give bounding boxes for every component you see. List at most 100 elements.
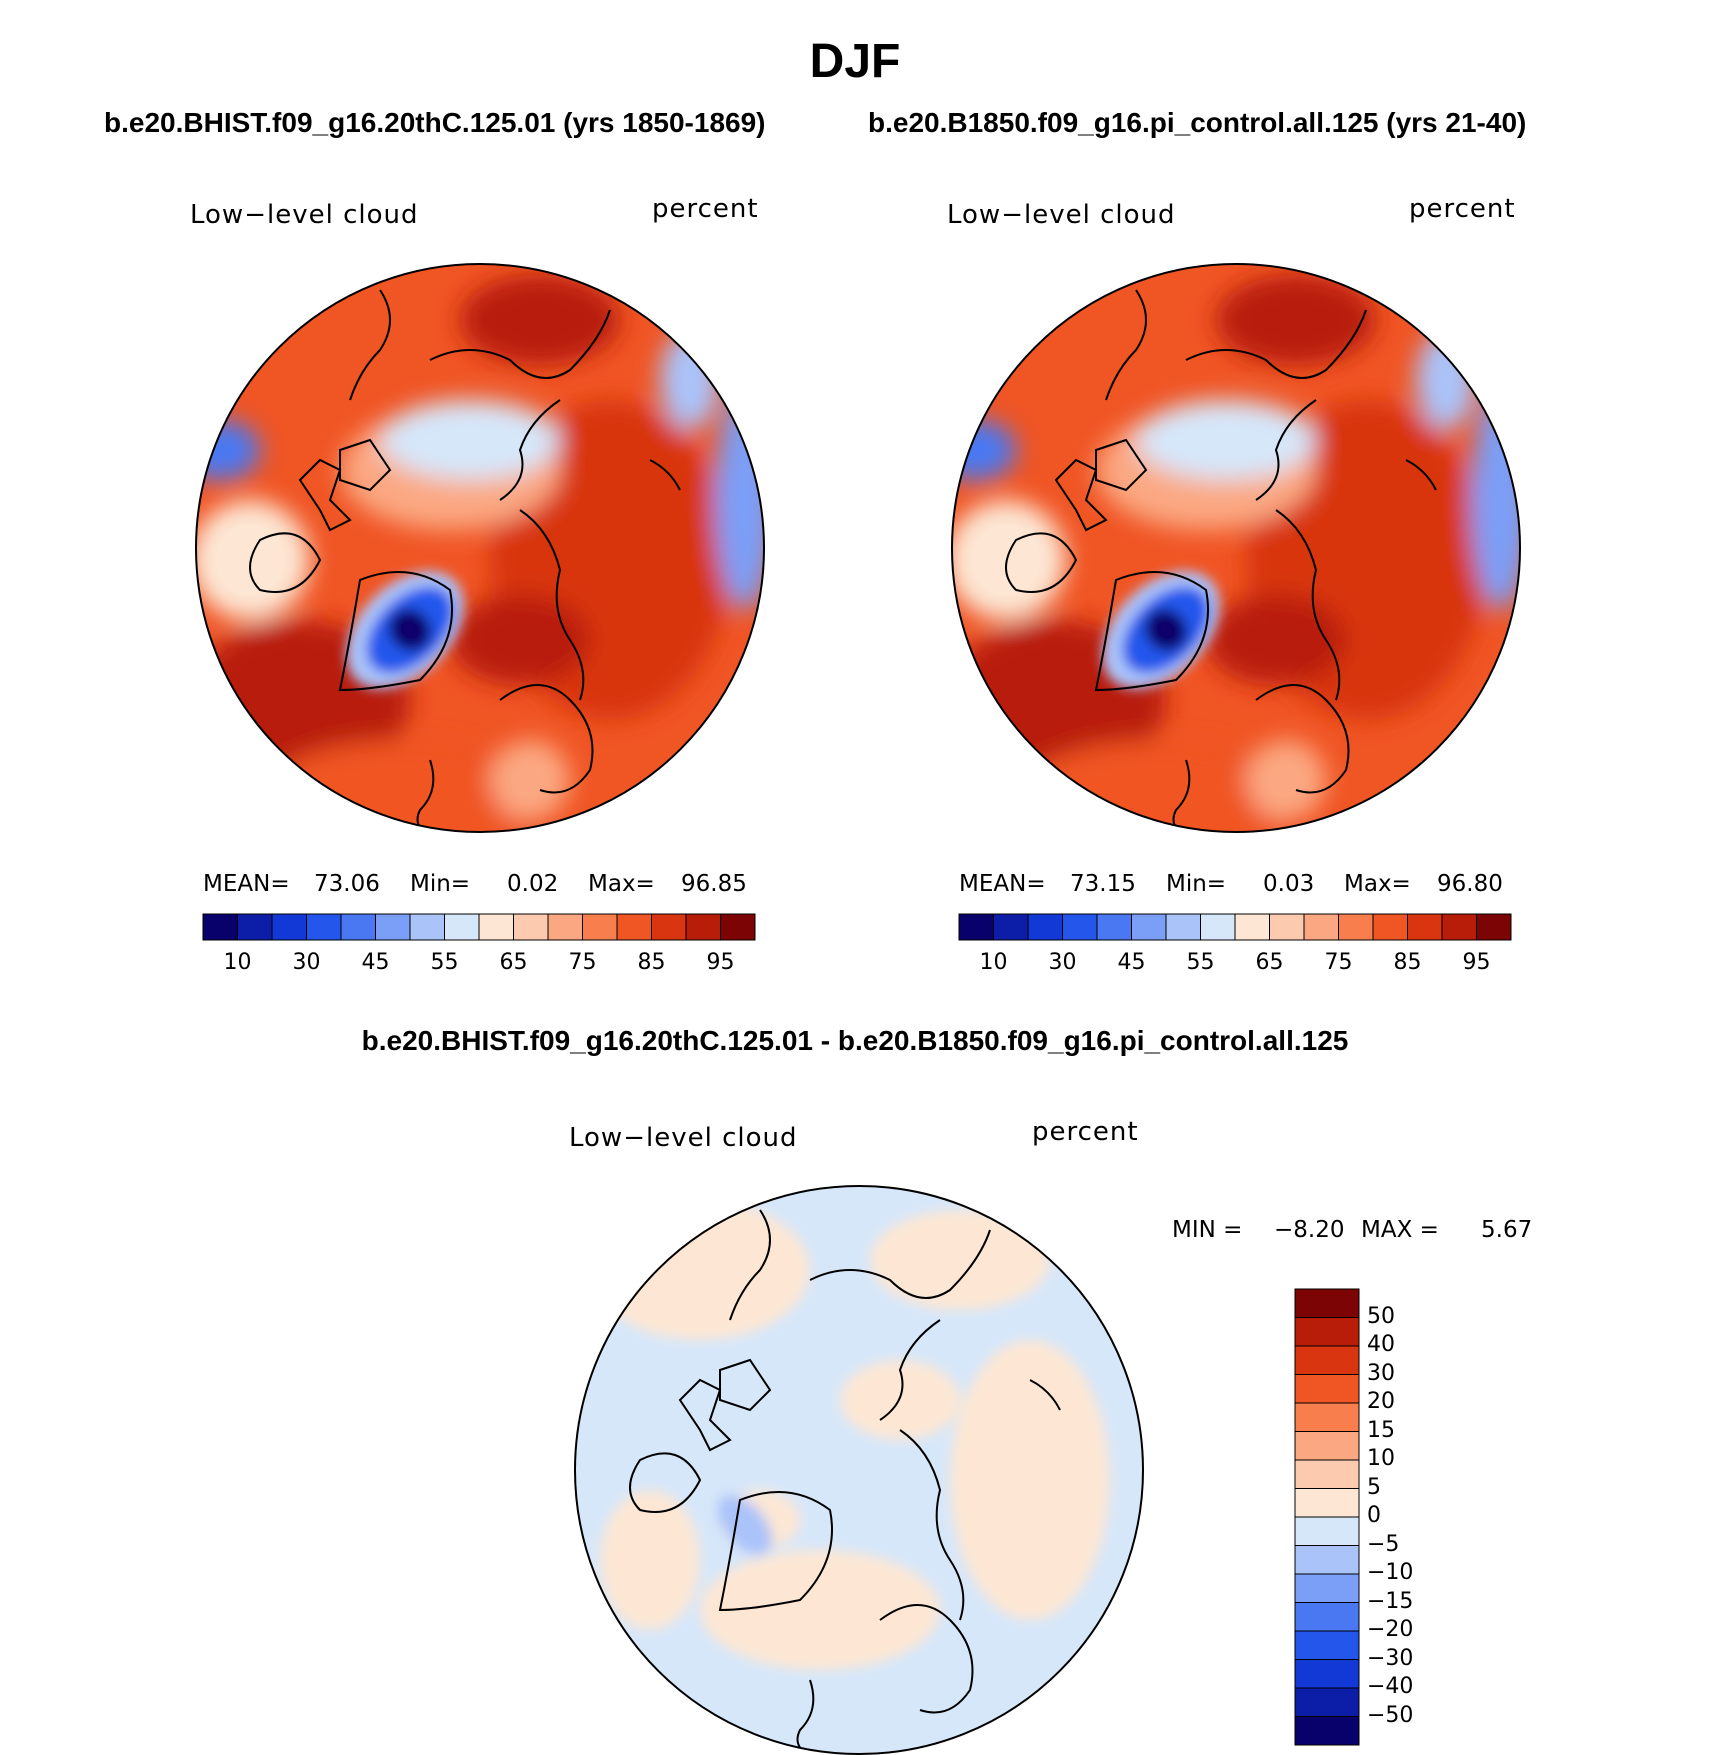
field-fill xyxy=(660,330,720,430)
colorbar-swatch xyxy=(1294,1687,1360,1717)
colorbar-tick-label: −40 xyxy=(1367,1674,1414,1699)
field-fill xyxy=(450,595,590,685)
colorbar-swatch xyxy=(958,913,994,941)
colorbar-swatch xyxy=(1165,913,1201,941)
right-min-value: 0.03 xyxy=(1263,871,1315,897)
colorbar-tick-label: 95 xyxy=(1462,950,1491,975)
colorbar-swatch xyxy=(1294,1573,1360,1603)
difference-min-value: −8.20 xyxy=(1274,1217,1345,1243)
colorbar-swatch xyxy=(375,913,411,941)
field-fill xyxy=(950,1340,1110,1620)
colorbar-swatch xyxy=(1441,913,1477,941)
difference-units-label: percent xyxy=(1032,1117,1139,1147)
right-max-value: 96.80 xyxy=(1437,871,1503,897)
right-units-label: percent xyxy=(1409,194,1516,224)
colorbar-tick-label: 75 xyxy=(1324,950,1353,975)
colorbar-tick-label: −15 xyxy=(1367,1588,1414,1614)
colorbar-tick-label: 55 xyxy=(1186,950,1215,975)
colorbar-swatch xyxy=(1294,1317,1360,1347)
difference-map-outline xyxy=(574,1185,1144,1755)
colorbar-swatch xyxy=(271,913,307,941)
colorbar-tick-label: −20 xyxy=(1367,1617,1414,1642)
colorbar-swatch xyxy=(340,913,376,941)
colorbar-tick-label: 20 xyxy=(1367,1389,1395,1414)
right-variable-label: Low−level cloud xyxy=(947,200,1176,230)
field-fill xyxy=(1416,330,1476,430)
colorbar-swatch xyxy=(993,913,1029,941)
field-fill xyxy=(952,420,1016,480)
colorbar-swatch xyxy=(1027,913,1063,941)
difference-min-label: MIN = xyxy=(1172,1217,1243,1243)
colorbar-swatch xyxy=(1131,913,1167,941)
colorbar-tick-label: 30 xyxy=(292,950,321,975)
colorbar-tick-label: 10 xyxy=(1367,1446,1395,1471)
field-fill xyxy=(1144,608,1188,652)
field-fill xyxy=(590,1200,810,1340)
right-map-outline xyxy=(951,263,1521,833)
left-polar-map xyxy=(196,264,764,832)
colorbar-tick-label: 55 xyxy=(430,950,459,975)
left-min-label: Min= xyxy=(410,871,471,897)
colorbar-swatch xyxy=(1294,1488,1360,1518)
left-max-value: 96.85 xyxy=(681,871,747,897)
field-fill xyxy=(1206,595,1346,685)
colorbar-tick-label: 30 xyxy=(1367,1360,1395,1386)
left-variable-label: Low−level cloud xyxy=(190,200,419,230)
colorbar-swatch xyxy=(1294,1602,1360,1632)
left-mean-label: MEAN= xyxy=(203,871,290,897)
colorbar-tick-label: −5 xyxy=(1367,1531,1400,1557)
colorbar-swatch xyxy=(720,913,756,941)
colorbar-tick-label: 10 xyxy=(223,950,252,975)
colorbar-tick-label: 65 xyxy=(1255,950,1284,975)
field-fill xyxy=(700,1550,940,1670)
coastlines xyxy=(1005,289,1437,832)
colorbar-swatch xyxy=(1407,913,1443,941)
colorbar-swatch xyxy=(1269,913,1305,941)
colorbar-tick-label: 85 xyxy=(1393,950,1422,975)
colorbar-tick-label: 40 xyxy=(1367,1332,1395,1357)
field-fill xyxy=(870,1210,1050,1310)
difference-colorbar xyxy=(1294,1288,1360,1746)
colorbar-swatch xyxy=(1294,1345,1360,1375)
difference-max-value: 5.67 xyxy=(1481,1217,1533,1243)
colorbar-tick-label: 45 xyxy=(1117,950,1146,975)
field-fill xyxy=(717,1495,773,1555)
left-map-outline xyxy=(195,263,765,833)
field-fill xyxy=(600,1490,700,1630)
difference-max-label: MAX = xyxy=(1361,1217,1439,1243)
right-polar-map xyxy=(952,264,1520,832)
colorbar-tick-label: 85 xyxy=(637,950,666,975)
coastlines xyxy=(249,289,681,832)
right-mean-value: 73.15 xyxy=(1070,871,1136,897)
colorbar-swatch xyxy=(409,913,445,941)
field-fill xyxy=(1246,740,1326,820)
colorbar-swatch xyxy=(1294,1402,1360,1432)
colorbar-swatch xyxy=(306,913,342,941)
figure-title: DJF xyxy=(809,35,901,88)
colorbar-swatch xyxy=(444,913,480,941)
field-fill xyxy=(490,740,570,820)
colorbar-swatch xyxy=(547,913,583,941)
difference-title: b.e20.BHIST.f09_g16.20thC.125.01 - b.e20… xyxy=(361,1025,1349,1056)
colorbar-swatch xyxy=(1338,913,1374,941)
field-fill xyxy=(1136,400,1316,480)
coastlines xyxy=(629,1209,1061,1754)
right-mean-label: MEAN= xyxy=(959,871,1046,897)
right-colorbar xyxy=(958,913,1512,941)
colorbar-tick-label: 75 xyxy=(568,950,597,975)
colorbar-swatch xyxy=(1062,913,1098,941)
colorbar-swatch xyxy=(1294,1374,1360,1404)
field-fill xyxy=(196,420,260,480)
subtitle-right-case: b.e20.B1850.f09_g16.pi_control.all.125 (… xyxy=(868,107,1527,138)
colorbar-swatch xyxy=(582,913,618,941)
difference-variable-label: Low−level cloud xyxy=(569,1123,798,1153)
colorbar-swatch xyxy=(478,913,514,941)
colorbar-tick-label: −50 xyxy=(1367,1702,1414,1728)
colorbar-swatch xyxy=(1294,1459,1360,1489)
colorbar-tick-label: −10 xyxy=(1367,1560,1414,1585)
colorbar-tick-label: 65 xyxy=(499,950,528,975)
colorbar-swatch xyxy=(237,913,273,941)
colorbar-tick-label: 95 xyxy=(706,950,735,975)
colorbar-swatch xyxy=(1096,913,1132,941)
